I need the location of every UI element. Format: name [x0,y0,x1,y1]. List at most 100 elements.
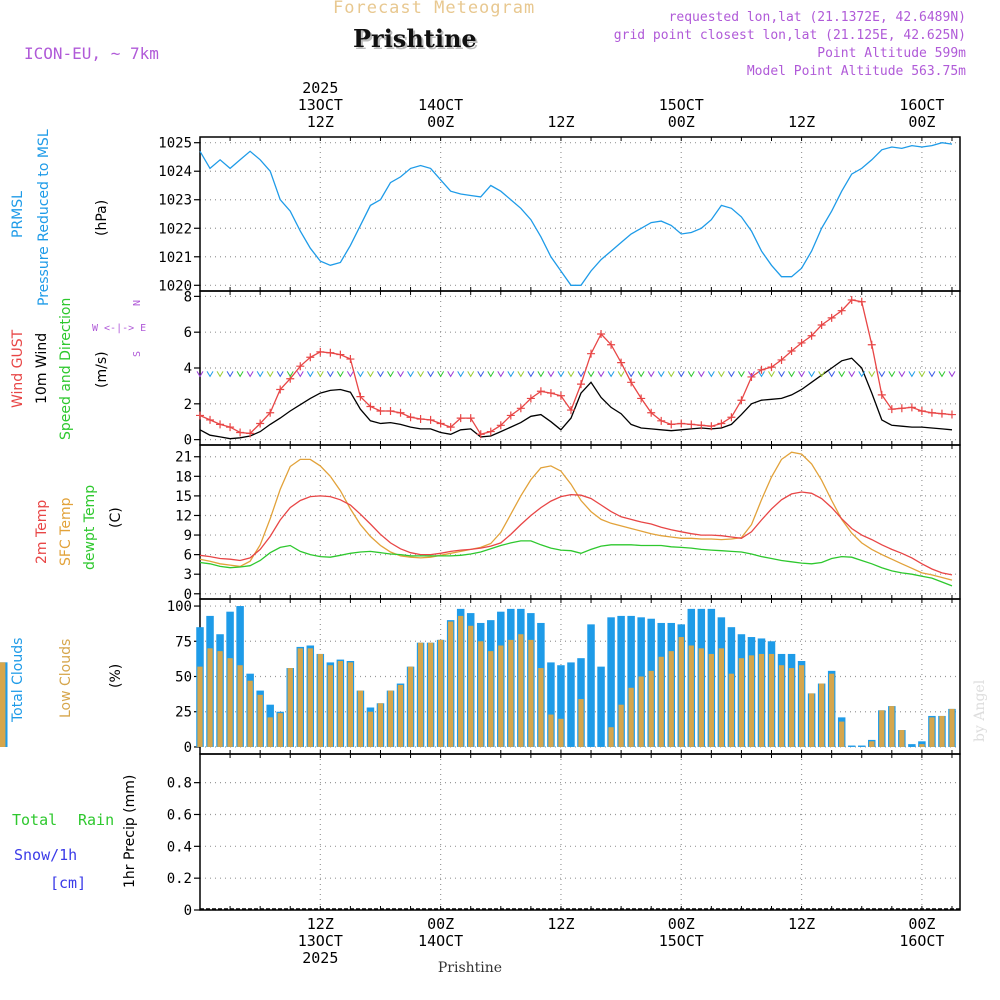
temp-2m-label: 2m Temp [34,500,50,564]
y-tick-label: 8 [184,289,192,305]
low-cloud-bar [758,653,765,747]
gust-marker [597,329,606,338]
low-cloud-bar [618,704,624,747]
gust-marker [426,415,435,424]
wind-direction-arrow [497,371,505,378]
y-tick-label: 1023 [158,193,192,209]
gust-marker [326,348,335,357]
low-cloud-bar [528,639,534,747]
precip-unit: 1hr Precip (mm) [122,775,138,888]
wind-direction-arrow [908,371,916,378]
low-cloud-bar [839,721,845,747]
y-tick-label: 1025 [158,136,192,152]
wind-direction-arrow [737,371,745,378]
low-cloud-bar [819,683,825,747]
gust-marker [657,416,666,425]
wind-direction-arrow [657,371,665,378]
gust-marker [356,392,365,401]
time-label: 00Z [908,113,935,131]
low-cloud-bar [327,665,333,747]
wind-direction-arrow [697,371,705,378]
low-cloud-bar [397,684,404,747]
wind-direction-arrow [687,371,695,378]
gust-marker [867,340,876,349]
temp-2m-line [199,491,953,576]
compass-north: N [132,300,143,306]
low-cloud-bar [217,651,223,747]
low-cloud-bar [949,708,955,747]
wind-direction-arrow [296,371,304,378]
wind-direction-arrow [707,371,715,378]
wind-direction-arrow [527,371,535,378]
gust-marker [536,387,545,396]
time-label: 12Z [547,113,574,131]
wind-direction-arrow [387,371,394,378]
gust-marker [246,429,255,438]
low-cloud-bar [197,666,203,747]
gust-marker [516,404,525,413]
wind-direction-arrow [858,371,866,378]
time-label: 14OCT [418,932,463,950]
low-cloud-bar [407,666,414,747]
requested-coords: requested lon,lat (21.1372E, 42.6489N) [668,10,966,25]
low-cloud-bar [608,727,614,747]
wind-direction-arrow [517,371,525,378]
y-tick-label: 21 [175,450,192,466]
time-label: 00Z [908,915,935,933]
footer-location: Prishtine [438,960,502,976]
low-cloud-bar [417,642,424,747]
low-cloud-bar [879,710,885,747]
gust-marker [256,419,265,428]
low-cloud-bar [778,665,785,747]
low-cloud-bar [738,658,745,747]
panel-4: 0 0.2 0.4 0.6 0.8 [167,753,961,919]
wind-direction-arrow [898,371,906,378]
wind-10m-line [199,357,953,440]
low-cloud-bar [297,648,303,747]
gust-marker [336,350,345,359]
wind-direction-arrow [266,371,274,378]
wind-direction-arrow [507,371,515,378]
wind-gust-line [199,299,953,436]
panel-frame [199,444,961,600]
gust-marker [827,313,836,322]
temp-unit: (C) [108,507,124,528]
pressure-line [199,142,953,286]
low-cloud-bar [478,641,484,747]
gust-marker [456,414,465,423]
time-label: 16OCT [899,932,944,950]
gust-marker [727,413,736,422]
precip-rain-label-2: Rain [78,811,114,829]
gust-marker [506,411,515,420]
low-cloud-bar [688,645,694,747]
wind-direction-arrow [537,371,545,378]
wind-direction-arrow [758,371,765,378]
gust-marker [617,358,626,367]
y-tick-label: 1020 [158,278,192,294]
wind-direction-arrow [226,371,234,378]
total-cloud-bar [557,665,565,747]
compass-south: S [132,351,143,357]
y-tick-label: 6 [184,325,192,341]
wind-direction-arrow [437,371,445,378]
low-cloud-bar [628,687,634,747]
y-tick-label: 1021 [158,250,192,266]
wind-direction-arrow [888,371,896,378]
gust-marker [897,404,906,413]
total-cloud-bar [627,615,635,747]
wind-direction-arrow [798,371,806,378]
wind-direction-arrow [427,371,435,378]
time-label: 00Z [427,113,454,131]
low-cloud-bar [708,653,714,747]
total-cloud-bar [857,745,866,747]
low-cloud-bar [748,655,755,747]
wind-direction-arrow [377,371,384,378]
time-label: 00Z [668,915,695,933]
y-tick-label: 0 [184,587,192,603]
wind-direction-arrow [457,371,465,378]
wind-direction-label: Speed and Direction [58,298,74,440]
low-cloud-bar [869,741,875,747]
low-cloud-bar [798,665,805,747]
wind-direction-arrow [206,371,214,378]
wind-direction-arrow [286,371,294,378]
